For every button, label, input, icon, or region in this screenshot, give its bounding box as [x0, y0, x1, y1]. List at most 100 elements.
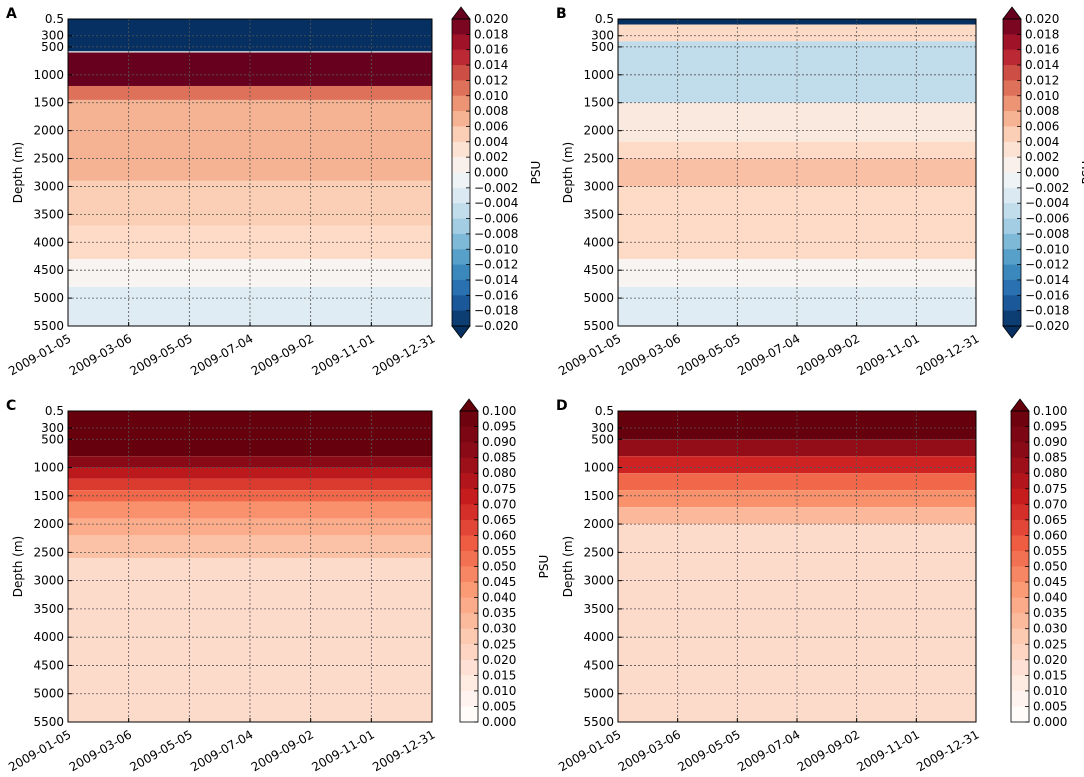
y-tick-label: 5000	[583, 291, 614, 305]
y-tick-label: 2500	[583, 152, 614, 166]
colorbar-segment	[1003, 172, 1021, 189]
y-tick-label: 300	[591, 29, 614, 43]
colorbar-tick-label: 0.065	[1033, 513, 1067, 527]
y-tick-label: 5000	[33, 291, 64, 305]
colorbar-segment	[452, 172, 470, 189]
x-tick-label: 2009-01-05	[556, 727, 623, 774]
colorbar-tick-label: 0.080	[1033, 466, 1067, 480]
colorbar-segment	[460, 644, 478, 661]
colorbar-tick-label: 0.014	[1025, 58, 1059, 72]
colorbar-segment	[460, 675, 478, 692]
colorbar-tick-label: 0.025	[1033, 637, 1067, 651]
colorbar-tick-label: 0.018	[474, 27, 508, 41]
colorbar-tick-label: 0.060	[1033, 528, 1067, 542]
colorbar-tick-label: −0.002	[474, 181, 518, 195]
colorbar-segment	[452, 233, 470, 250]
heatmap-band-0	[618, 19, 976, 25]
x-tick-label: 2009-07-04	[735, 727, 802, 774]
y-tick-label: 4500	[583, 263, 614, 277]
colorbar-segment	[1003, 19, 1021, 35]
colorbar-segment	[452, 249, 470, 266]
colorbar-tick-label: −0.018	[474, 304, 518, 318]
y-tick-label: 0.5	[595, 12, 614, 26]
colorbar-segment	[1011, 690, 1029, 708]
colorbar-segment	[452, 187, 470, 204]
y-tick-label: 4000	[583, 630, 614, 644]
colorbar-segment	[1003, 80, 1021, 97]
x-tick-label: 2009-01-05	[6, 727, 73, 774]
x-tick-label: 2009-05-05	[127, 727, 194, 774]
y-tick-label: 1500	[583, 489, 614, 503]
colorbar-segment	[460, 659, 478, 676]
colorbar-tick-label: −0.014	[1025, 273, 1069, 287]
y-tick-label: 0.5	[595, 404, 614, 418]
colorbar-extend-top	[459, 398, 479, 412]
x-tick-label: 2009-05-05	[675, 727, 742, 774]
x-tick-label: 2009-01-05	[556, 331, 623, 378]
x-tick-label: 2009-12-31	[914, 331, 981, 378]
colorbar-segment	[1011, 644, 1029, 661]
colorbar-tick-label: −0.012	[474, 258, 518, 272]
colorbar-tick-label: 0.095	[1033, 420, 1067, 434]
y-tick-label: 1000	[583, 461, 614, 475]
x-tick-label: 2009-05-05	[127, 331, 194, 378]
colorbar-segment	[460, 690, 478, 708]
colorbar-extend-top	[451, 6, 471, 20]
colorbar-segment	[460, 488, 478, 505]
colorbar-tick-label: −0.020	[1025, 319, 1069, 333]
colorbar-tick-label: −0.020	[474, 319, 518, 333]
heatmap-band-4	[618, 141, 976, 159]
y-tick-label: 0.5	[45, 12, 64, 26]
x-tick-label: 2009-09-02	[795, 331, 862, 378]
colorbar-extend-top	[1002, 6, 1022, 20]
panel-letter: D	[556, 398, 568, 414]
colorbar-tick-label: 0.006	[1025, 119, 1059, 133]
colorbar-segment	[452, 295, 470, 312]
x-tick-label: 2009-03-06	[67, 331, 134, 378]
colorbar-segment	[1011, 457, 1029, 474]
colorbar-tick-label: −0.016	[1025, 288, 1069, 302]
colorbar-segment	[1011, 426, 1029, 443]
colorbar-tick-label: 0.000	[1033, 715, 1067, 729]
x-tick-label: 2009-12-31	[914, 727, 981, 774]
colorbar-segment	[1011, 473, 1029, 490]
x-tick-label: 2009-11-01	[854, 331, 921, 378]
colorbar-tick-label: 0.085	[482, 451, 516, 465]
y-tick-label: 2500	[33, 545, 64, 559]
colorbar-tick-label: 0.020	[1025, 12, 1059, 26]
colorbar-segment	[452, 279, 470, 296]
colorbar-tick-label: 0.015	[1033, 668, 1067, 682]
x-tick-label: 2009-03-06	[67, 727, 134, 774]
colorbar-tick-label: 0.016	[474, 43, 508, 57]
colorbar-segment	[452, 141, 470, 158]
colorbar-tick-label: 0.075	[482, 482, 516, 496]
colorbar-segment	[1011, 628, 1029, 645]
y-tick-label: 1000	[33, 461, 64, 475]
colorbar-segment	[460, 411, 478, 428]
colorbar-segment	[1003, 310, 1021, 327]
colorbar-segment	[452, 157, 470, 174]
colorbar-tick-label: 0.014	[474, 58, 508, 72]
colorbar-segment	[460, 550, 478, 568]
colorbar-label: PSU	[1080, 161, 1084, 185]
y-tick-label: 3500	[33, 602, 64, 616]
colorbar-tick-label: 0.004	[1025, 135, 1059, 149]
colorbar-segment	[1003, 264, 1021, 281]
panel-letter: B	[556, 6, 567, 22]
colorbar-segment	[460, 535, 478, 552]
heatmap-band-5	[68, 501, 432, 519]
y-tick-label: 500	[41, 432, 64, 446]
colorbar-segment	[1003, 233, 1021, 250]
colorbar-tick-label: −0.008	[1025, 227, 1069, 241]
colorbar-segment	[1003, 203, 1021, 220]
x-tick-label: 2009-11-01	[854, 727, 921, 774]
y-tick-label: 4000	[33, 630, 64, 644]
colorbar-tick-label: −0.008	[474, 227, 518, 241]
colorbar-segment	[452, 49, 470, 66]
heatmap-band-3	[618, 473, 976, 491]
colorbar-segment	[460, 566, 478, 583]
y-tick-label: 500	[41, 40, 64, 54]
colorbar-tick-label: 0.050	[482, 560, 516, 574]
colorbar-segment	[452, 95, 470, 112]
